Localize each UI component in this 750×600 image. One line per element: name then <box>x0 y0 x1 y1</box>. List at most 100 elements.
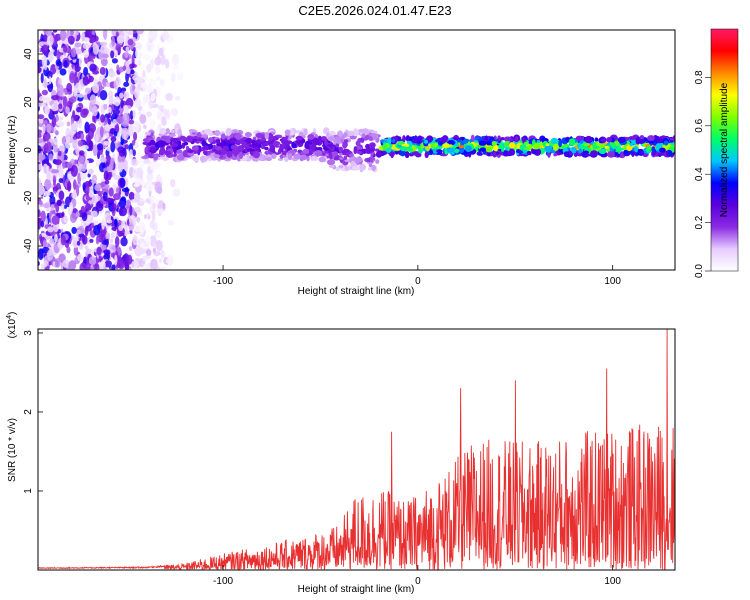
spectrogram-cell <box>155 240 163 252</box>
spectrogram-cell <box>253 142 259 148</box>
spectrogram-cell <box>82 43 91 50</box>
spectrogram-cell <box>519 146 525 151</box>
spectrogram-cell <box>189 129 197 133</box>
spectrogram-cell <box>464 138 470 142</box>
spectrogram-cell <box>248 144 253 148</box>
spectrogram-cell <box>447 139 456 146</box>
spectrogram-cell <box>61 203 65 211</box>
spectrogram-cell <box>101 53 109 59</box>
spectrogram-cell <box>157 54 161 64</box>
spectrogram-cell <box>41 154 46 161</box>
spectrogram-cell <box>92 41 97 51</box>
spectrogram-cell <box>73 87 78 97</box>
spectrogram-y-tick-label: -20 <box>23 190 34 205</box>
spectrogram-cell <box>111 35 115 47</box>
spectrogram-cell <box>349 153 355 157</box>
spectrogram-cell <box>128 80 132 86</box>
spectrogram-cell <box>86 210 92 217</box>
spectrogram-cell <box>38 233 43 242</box>
spectrogram-cell <box>369 142 376 148</box>
spectrogram-cell <box>128 149 134 160</box>
spectrogram-cell <box>497 135 501 142</box>
spectrogram-cell <box>163 150 172 156</box>
spectrogram-cell <box>162 202 166 210</box>
spectrogram-cell <box>131 260 139 269</box>
spectrogram-cell <box>142 138 149 142</box>
spectrogram-cell <box>59 172 64 179</box>
colorbar-gradient <box>711 29 738 271</box>
spectrogram-cell <box>118 149 126 157</box>
spectrogram-cell <box>134 177 142 187</box>
spectrogram-cell <box>60 234 66 246</box>
spectrogram-cell <box>123 92 130 99</box>
spectrogram-cell <box>54 33 59 44</box>
spectrogram-cell <box>136 167 144 180</box>
spectrogram-cell <box>170 107 179 117</box>
spectrogram-cell <box>167 254 174 267</box>
spectrogram-cell <box>62 96 68 109</box>
spectrogram-cell <box>170 179 176 188</box>
spectrogram-cell <box>668 150 673 157</box>
spectrogram-cell <box>63 204 68 209</box>
snr-x-tick-label: 0 <box>415 576 421 587</box>
spectrogram-cell <box>314 149 323 157</box>
snr-x-tick-label: -100 <box>213 576 233 587</box>
spectrogram-cell <box>62 160 66 169</box>
spectrogram-cell <box>124 144 130 150</box>
spectrogram-cell <box>78 117 83 129</box>
spectrogram-cell <box>185 145 190 151</box>
spectrogram-cell <box>354 157 363 163</box>
spectrogram-cell <box>132 84 136 92</box>
spectrogram-cell <box>43 132 51 142</box>
spectrogram-cell <box>49 238 55 245</box>
spectrogram-cell <box>215 138 221 144</box>
spectrogram-cell <box>86 236 92 245</box>
spectrogram-cell <box>226 151 233 158</box>
spectrogram-cell <box>54 98 58 110</box>
spectrogram-cell <box>605 137 613 143</box>
spectrogram-cell <box>92 70 100 75</box>
spectrogram-cell <box>351 165 361 171</box>
spectrogram-cell <box>104 212 111 224</box>
spectrogram-cell <box>51 48 55 53</box>
snr-frame <box>37 328 676 571</box>
spectrogram-cell <box>139 221 146 234</box>
spectrogram-cell <box>152 202 157 210</box>
spectrogram-cell <box>41 101 46 108</box>
spectrogram-cell <box>635 136 641 145</box>
spectrogram-cell <box>66 136 74 144</box>
spectrogram-cell <box>604 145 609 149</box>
spectrogram-cell <box>328 165 335 169</box>
spectrogram-cell <box>95 134 99 143</box>
spectrogram-cell <box>134 244 143 257</box>
snr-x-label: Height of straight line (km) <box>298 584 415 595</box>
spectrogram-cell <box>121 127 129 140</box>
spectrogram-cell <box>142 263 148 270</box>
spectrogram-cell <box>610 142 616 149</box>
spectrogram-cell <box>106 197 114 204</box>
spectrogram-cell <box>129 110 134 121</box>
spectrogram-cell <box>104 260 112 268</box>
spectrogram-cell <box>77 93 85 98</box>
spectrogram-cell <box>118 225 124 232</box>
spectrogram-cell <box>100 114 106 123</box>
spectrogram-cell <box>45 141 52 153</box>
spectrogram-cell <box>308 143 313 148</box>
spectrogram-cell <box>41 44 49 55</box>
colorbar-tick-label: 0.4 <box>694 167 705 181</box>
spectrogram-cell <box>342 141 348 149</box>
spectrogram-cell <box>38 46 41 52</box>
spectrogram-cell <box>103 141 111 146</box>
spectrogram-cell <box>192 138 198 142</box>
spectrogram-cell <box>63 216 69 224</box>
spectrogram-cell <box>58 103 63 110</box>
spectrogram-y-tick-label: 20 <box>23 96 34 108</box>
spectrogram-cell <box>75 211 80 218</box>
spectrogram-cell <box>68 260 77 270</box>
spectrogram-cell <box>172 188 181 197</box>
spectrogram-cell <box>46 123 52 134</box>
spectrogram-cell <box>337 146 344 153</box>
spectrogram-cell <box>48 261 52 266</box>
spectrogram-cell <box>132 30 137 34</box>
spectrogram-cell <box>322 152 326 156</box>
